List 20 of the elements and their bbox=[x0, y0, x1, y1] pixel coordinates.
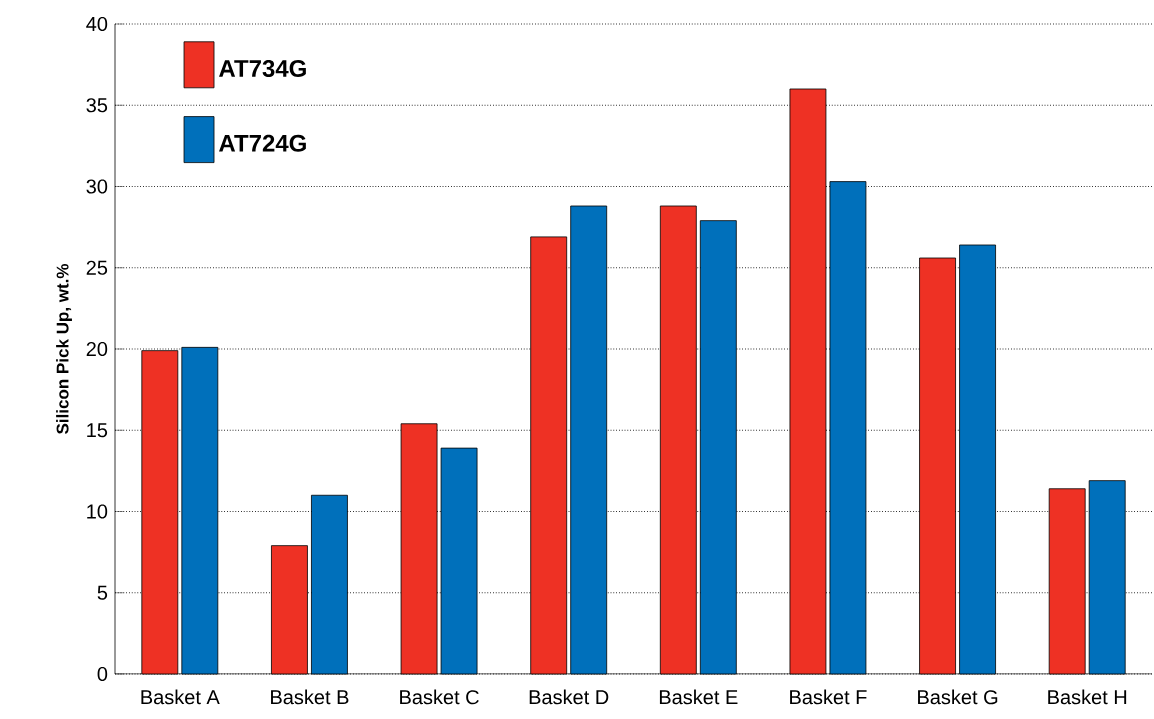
y-axis-title: Silicon Pick Up, wt.% bbox=[56, 263, 72, 434]
x-tick-label: Basket B bbox=[271, 689, 349, 705]
y-tick-label: 25 bbox=[86, 260, 108, 275]
y-tick-label: 5 bbox=[97, 585, 108, 600]
y-tick-label: 40 bbox=[86, 16, 108, 32]
x-tick-label: Basket G bbox=[918, 689, 998, 705]
legend-label: AT734G bbox=[219, 59, 306, 77]
y-tick-label: 20 bbox=[86, 341, 108, 357]
x-tick-label: Basket A bbox=[141, 689, 220, 705]
legend-label: AT724G bbox=[219, 134, 306, 152]
x-tick-label: Basket F bbox=[790, 689, 867, 705]
x-tick-label: Basket H bbox=[1048, 689, 1127, 705]
y-tick-label: 30 bbox=[86, 179, 108, 194]
y-tick-label: 35 bbox=[86, 98, 108, 113]
y-tick-label: 15 bbox=[87, 423, 108, 438]
x-tick-label: Basket E bbox=[659, 689, 738, 705]
y-tick-label: 0 bbox=[97, 666, 108, 682]
y-tick-label: 10 bbox=[87, 504, 108, 519]
x-tick-label: Basket C bbox=[400, 689, 479, 705]
x-tick-label: Basket D bbox=[529, 689, 609, 705]
